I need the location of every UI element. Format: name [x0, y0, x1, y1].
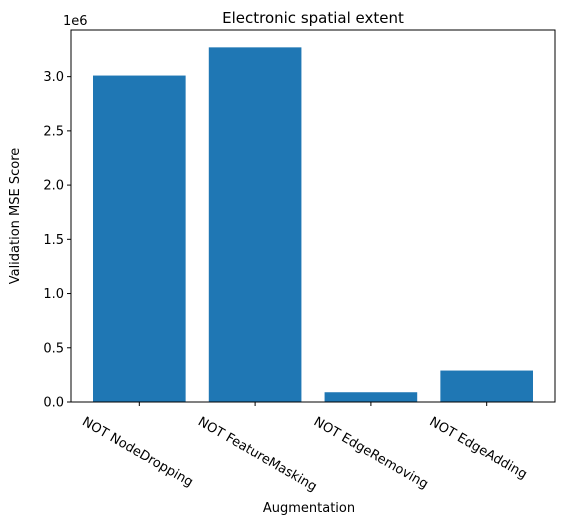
- y-ticks-group: 0.0 0.5 1.0 1.5 2.0 2.5 3.0: [43, 70, 71, 411]
- chart-title: Electronic spatial extent: [222, 9, 404, 27]
- y-offset-label: 1e6: [63, 14, 88, 29]
- x-tick-label: NOT EdgeRemoving: [311, 414, 431, 492]
- y-tick-label: 1.5: [43, 233, 64, 248]
- y-tick-label: 0.0: [43, 396, 64, 411]
- x-axis-label: Augmentation: [263, 501, 355, 516]
- y-axis-label: Validation MSE Score: [8, 148, 23, 285]
- bar-not-nodedropping: [93, 75, 186, 402]
- bars-group: [93, 47, 533, 402]
- y-tick-label: 1.0: [43, 287, 64, 302]
- y-tick-label: 2.0: [43, 179, 64, 194]
- x-tick-label: NOT NodeDropping: [79, 414, 195, 490]
- x-tick-label: NOT EdgeAdding: [427, 414, 530, 482]
- bar-not-edgeremoving: [324, 392, 418, 402]
- y-tick-label: 3.0: [43, 70, 64, 85]
- y-tick-label: 0.5: [43, 341, 64, 356]
- y-tick-label: 2.5: [43, 124, 64, 139]
- bar-not-featuremasking: [208, 47, 302, 402]
- plot-frame: [70, 29, 556, 403]
- x-tick-label: NOT FeatureMasking: [195, 414, 319, 494]
- bar-not-edgeadding: [440, 370, 533, 402]
